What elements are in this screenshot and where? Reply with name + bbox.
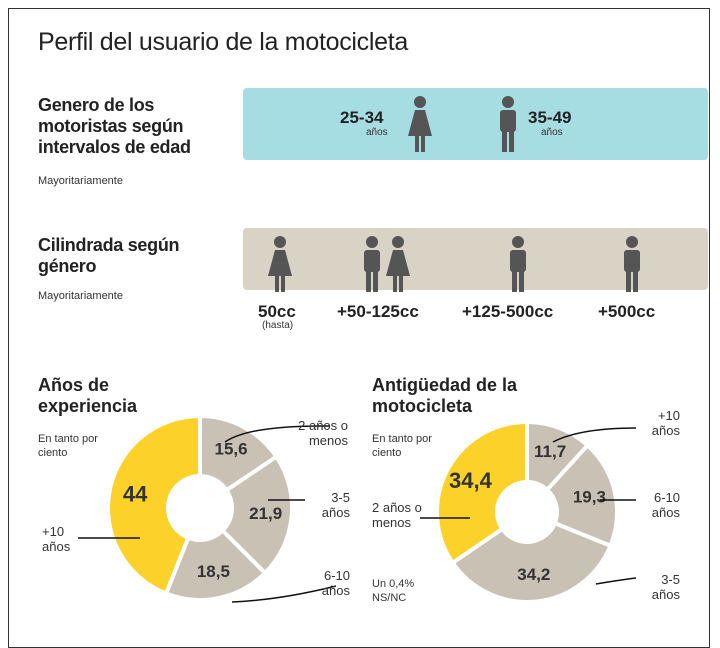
age-band: [243, 88, 708, 160]
donut-segment: [544, 442, 619, 549]
section-title: Cilindrada según género: [38, 235, 180, 276]
group-label: +50-125cc: [337, 302, 419, 321]
category-label: +10 años: [42, 524, 71, 554]
group-label: 50cc: [258, 302, 296, 321]
section-note: Mayoritariamente: [38, 290, 123, 302]
annotation: Un 0,4% NS/NC: [372, 578, 415, 604]
category-label: 6-10 años: [321, 568, 350, 598]
section-title: Genero de los motoristas según intervalo…: [38, 95, 191, 157]
category-label: 2 años o menos: [298, 418, 348, 448]
category-label: 3-5 años: [651, 572, 680, 602]
section-note: Mayoritariamente: [38, 175, 123, 187]
chart-title: Antigüedad de la motocicleta: [372, 375, 518, 416]
donut-segment: [219, 453, 294, 576]
value-label: 19,3: [573, 487, 606, 506]
donut-segment: [435, 419, 529, 566]
donut-segment: [198, 413, 280, 493]
group-label: 25-34: [340, 108, 384, 127]
value-label: 18,5: [197, 562, 230, 581]
value-label: 44: [123, 481, 148, 506]
category-label: 6-10 años: [651, 490, 680, 520]
value-label: 21,9: [249, 504, 282, 523]
category-label: 3-5 años: [321, 490, 350, 520]
value-label: 34,2: [517, 565, 550, 584]
category-label: 2 años o menos: [372, 500, 422, 530]
donut-segment: [163, 527, 268, 602]
value-label: 34,4: [449, 468, 493, 493]
donut-segment: [106, 413, 202, 597]
chart-title: Años de experiencia: [38, 375, 138, 416]
leader-line: [224, 425, 331, 443]
chart-subtitle: En tanto por ciento: [38, 433, 98, 459]
donut-segment: [449, 520, 614, 604]
value-label: 15,6: [215, 439, 248, 458]
group-sublabel: (hasta): [262, 320, 294, 331]
group-label: 35-49: [528, 108, 572, 127]
leader-line: [595, 577, 637, 585]
group-label: +125-500cc: [462, 302, 554, 321]
leader-line: [552, 427, 637, 443]
group-label: +500cc: [598, 302, 656, 321]
leader-line: [231, 585, 337, 603]
page-title: Perfil del usuario de la motocicleta: [38, 28, 408, 56]
group-sublabel: años: [366, 127, 388, 138]
category-label: +10 años: [651, 408, 680, 438]
value-label: 11,7: [534, 442, 566, 461]
chart-subtitle: En tanto por ciento: [372, 433, 432, 459]
group-sublabel: años: [541, 127, 563, 138]
cc-band: [243, 228, 708, 290]
